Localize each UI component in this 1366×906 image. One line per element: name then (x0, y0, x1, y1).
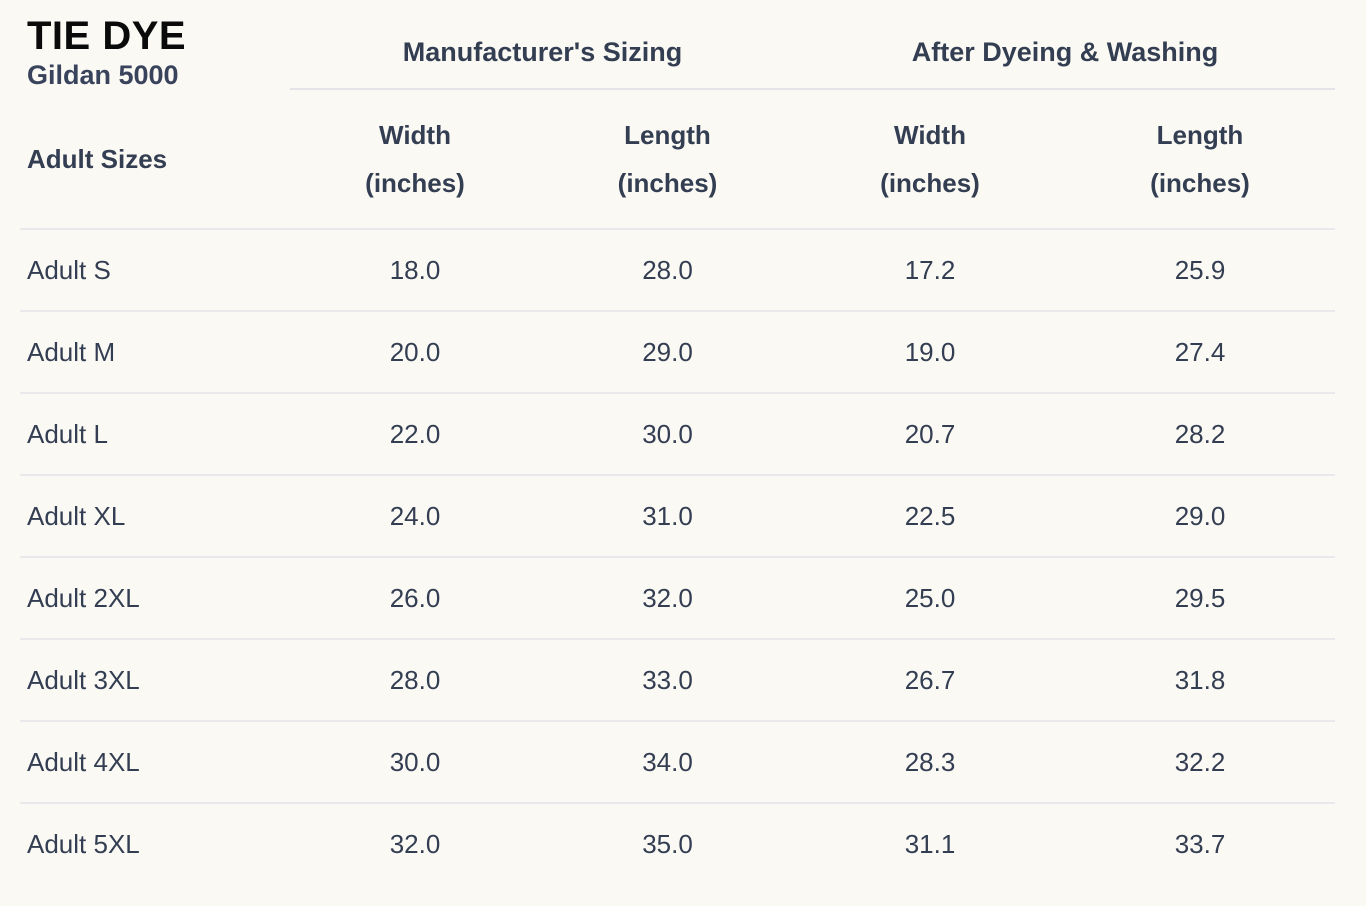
value-cell: 34.0 (540, 720, 795, 802)
column-header-line2: (inches) (880, 168, 980, 198)
value-cell: 20.7 (795, 392, 1065, 474)
value-cell: 32.0 (540, 556, 795, 638)
page-subtitle: Gildan 5000 (27, 60, 179, 90)
group-header-manufacturers-sizing: Manufacturer's Sizing (290, 0, 795, 90)
value-cell: 28.0 (290, 638, 540, 720)
size-label: Adult 5XL (20, 802, 290, 884)
value-cell: 31.8 (1065, 638, 1335, 720)
value-cell: 33.0 (540, 638, 795, 720)
value-cell: 29.5 (1065, 556, 1335, 638)
value-cell: 22.0 (290, 392, 540, 474)
value-cell: 28.0 (540, 228, 795, 310)
value-cell: 22.5 (795, 474, 1065, 556)
value-cell: 35.0 (540, 802, 795, 884)
column-header-line2: (inches) (1150, 168, 1250, 198)
value-cell: 17.2 (795, 228, 1065, 310)
column-header-line2: (inches) (365, 168, 465, 198)
size-label: Adult L (20, 392, 290, 474)
value-cell: 19.0 (795, 310, 1065, 392)
page-title: TIE DYE (27, 14, 187, 58)
column-header-line2: (inches) (617, 168, 718, 198)
brand-block: TIE DYE Gildan 5000 (27, 14, 186, 91)
size-label: Adult 2XL (20, 556, 290, 638)
value-cell: 25.9 (1065, 228, 1335, 310)
column-header-line1: Length (624, 120, 711, 150)
value-cell: 26.0 (290, 556, 540, 638)
value-cell: 27.4 (1065, 310, 1335, 392)
value-cell: 25.0 (795, 556, 1065, 638)
value-cell: 30.0 (290, 720, 540, 802)
column-header-line1: Width (379, 120, 451, 150)
value-cell: 30.0 (540, 392, 795, 474)
column-header-after-width: Width (inches) (795, 90, 1065, 228)
value-cell: 18.0 (290, 228, 540, 310)
size-label: Adult S (20, 228, 290, 310)
value-cell: 20.0 (290, 310, 540, 392)
value-cell: 33.7 (1065, 802, 1335, 884)
size-label: Adult XL (20, 474, 290, 556)
column-header-mfr-width: Width (inches) (290, 90, 540, 228)
value-cell: 32.0 (290, 802, 540, 884)
value-cell: 31.0 (540, 474, 795, 556)
value-cell: 32.2 (1065, 720, 1335, 802)
value-cell: 31.1 (795, 802, 1065, 884)
value-cell: 24.0 (290, 474, 540, 556)
value-cell: 29.0 (1065, 474, 1335, 556)
column-header-mfr-length: Length (inches) (540, 90, 795, 228)
value-cell: 26.7 (795, 638, 1065, 720)
size-table: Manufacturer's Sizing After Dyeing & Was… (20, 0, 1335, 884)
group-header-after-dyeing-washing: After Dyeing & Washing (795, 0, 1335, 90)
column-header-line1: Length (1156, 120, 1244, 150)
row-header-adult-sizes: Adult Sizes (27, 143, 168, 174)
value-cell: 28.3 (795, 720, 1065, 802)
value-cell: 29.0 (540, 310, 795, 392)
column-header-after-length: Length (inches) (1065, 90, 1335, 228)
column-header-line1: Width (894, 120, 966, 150)
size-label: Adult 4XL (20, 720, 290, 802)
value-cell: 28.2 (1065, 392, 1335, 474)
size-label: Adult 3XL (20, 638, 290, 720)
size-label: Adult M (20, 310, 290, 392)
